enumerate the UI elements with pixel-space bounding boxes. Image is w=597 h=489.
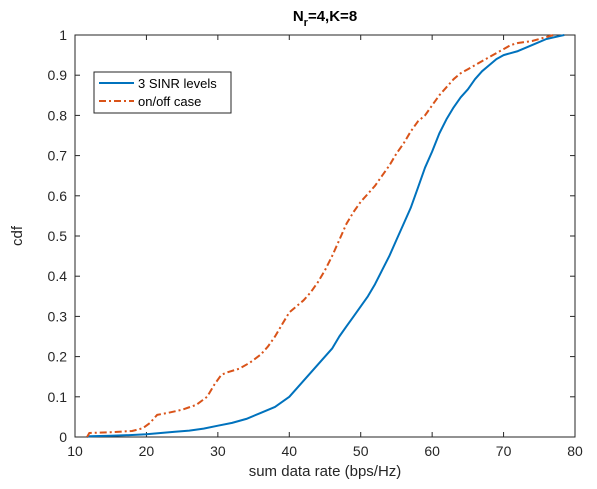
legend: 3 SINR levels on/off case — [93, 71, 232, 114]
series-line-3-sinr-levels — [86, 34, 565, 438]
y-tick-label: 0.8 — [48, 107, 68, 123]
y-tick-label: 1 — [59, 27, 67, 43]
y-axis-ticks: 0 0.1 0.2 0.3 0.4 0.5 0.6 0.7 0.8 0.9 1 — [48, 27, 575, 445]
y-tick-label: 0.1 — [48, 389, 68, 405]
x-tick-label: 50 — [353, 443, 369, 459]
x-tick-label: 20 — [139, 443, 155, 459]
chart-title: Nr=4,K=8 — [293, 8, 357, 29]
y-tick-label: 0.3 — [48, 308, 68, 324]
legend-box — [93, 71, 232, 114]
legend-label-3-sinr: 3 SINR levels — [138, 76, 217, 91]
x-tick-label: 30 — [210, 443, 226, 459]
x-tick-label: 70 — [496, 443, 512, 459]
legend-label-on-off: on/off case — [138, 94, 201, 109]
series-line-on-off-case — [86, 34, 554, 438]
x-tick-label: 60 — [424, 443, 440, 459]
x-axis-label: sum data rate (bps/Hz) — [249, 463, 402, 480]
x-tick-label: 80 — [567, 443, 583, 459]
series-group — [86, 34, 565, 438]
y-tick-label: 0.9 — [48, 67, 68, 83]
y-tick-label: 0.2 — [48, 349, 68, 365]
y-tick-label: 0 — [59, 429, 67, 445]
x-axis-ticks: 10 20 30 40 50 60 70 80 — [67, 35, 583, 459]
y-tick-label: 0.7 — [48, 148, 68, 164]
title-subscript: r — [304, 17, 309, 29]
x-tick-label: 40 — [281, 443, 297, 459]
y-tick-label: 0.4 — [48, 268, 68, 284]
x-tick-label: 10 — [67, 443, 83, 459]
y-tick-label: 0.5 — [48, 228, 68, 244]
y-tick-label: 0.6 — [48, 188, 68, 204]
y-axis-label: cdf — [9, 225, 26, 246]
